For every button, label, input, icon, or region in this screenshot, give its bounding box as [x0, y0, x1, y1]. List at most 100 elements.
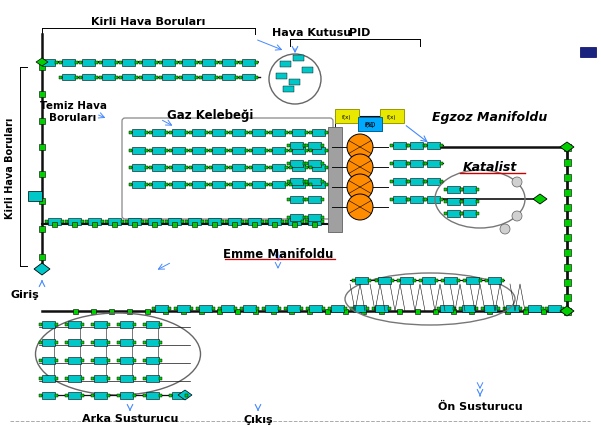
Bar: [222, 75, 235, 81]
Bar: [115, 62, 118, 65]
Bar: [305, 181, 308, 184]
Bar: [303, 216, 306, 219]
Bar: [39, 65, 45, 71]
Bar: [276, 74, 287, 80]
Bar: [252, 148, 265, 155]
Bar: [423, 199, 426, 201]
Bar: [309, 184, 312, 187]
Bar: [169, 150, 172, 153]
Bar: [308, 143, 321, 150]
Bar: [146, 321, 159, 328]
Bar: [189, 184, 192, 187]
Bar: [55, 323, 58, 326]
Bar: [192, 148, 205, 155]
Bar: [406, 199, 409, 201]
Bar: [55, 359, 58, 362]
Bar: [463, 210, 476, 218]
Bar: [325, 167, 328, 170]
Bar: [132, 181, 145, 189]
Bar: [272, 164, 285, 172]
Bar: [209, 167, 212, 170]
Bar: [68, 339, 81, 346]
Bar: [375, 305, 388, 312]
Bar: [245, 132, 248, 135]
Bar: [564, 219, 570, 226]
Bar: [159, 76, 162, 79]
Bar: [215, 76, 218, 79]
Bar: [216, 309, 222, 314]
Bar: [305, 221, 308, 224]
Bar: [288, 219, 301, 225]
Bar: [169, 167, 172, 170]
Bar: [241, 221, 244, 224]
Bar: [325, 150, 328, 153]
Bar: [39, 199, 45, 204]
Bar: [484, 305, 497, 312]
Bar: [423, 163, 426, 166]
Bar: [305, 132, 308, 135]
Bar: [269, 167, 272, 170]
Bar: [453, 307, 456, 310]
Text: Katalist: Katalist: [463, 161, 517, 174]
Text: Kirli Hava Boruları: Kirli Hava Boruları: [5, 117, 15, 218]
Circle shape: [347, 195, 373, 221]
Bar: [322, 307, 325, 310]
Bar: [55, 377, 58, 380]
Bar: [406, 163, 409, 166]
Bar: [232, 164, 245, 172]
Bar: [82, 60, 95, 67]
Bar: [188, 219, 201, 225]
Bar: [102, 75, 115, 81]
Bar: [519, 307, 522, 310]
Bar: [292, 164, 305, 172]
Bar: [161, 221, 164, 224]
Bar: [265, 167, 268, 170]
Bar: [272, 130, 285, 137]
Bar: [331, 305, 344, 312]
Bar: [466, 277, 479, 284]
Bar: [301, 221, 304, 224]
Bar: [229, 184, 232, 187]
Bar: [198, 309, 204, 314]
Bar: [225, 150, 228, 153]
Bar: [152, 181, 165, 189]
Bar: [162, 60, 175, 67]
Bar: [39, 227, 45, 233]
Bar: [139, 62, 142, 65]
Bar: [460, 201, 463, 204]
Bar: [321, 221, 324, 224]
Bar: [149, 184, 152, 187]
Bar: [564, 249, 570, 256]
Bar: [234, 309, 240, 314]
Bar: [171, 222, 177, 227]
Bar: [61, 221, 64, 224]
Bar: [358, 118, 382, 132]
Bar: [413, 279, 416, 282]
Bar: [335, 110, 359, 124]
Bar: [212, 164, 225, 172]
Bar: [265, 184, 268, 187]
Bar: [424, 181, 427, 184]
Bar: [307, 309, 311, 314]
Bar: [144, 309, 150, 314]
Bar: [42, 339, 55, 346]
Text: f(x): f(x): [342, 114, 352, 119]
Bar: [287, 145, 290, 148]
Bar: [393, 161, 406, 167]
Bar: [195, 76, 198, 79]
Bar: [39, 377, 42, 380]
Bar: [308, 161, 321, 167]
Bar: [283, 87, 294, 93]
Bar: [107, 377, 110, 380]
Bar: [419, 279, 422, 282]
Bar: [105, 221, 108, 224]
Bar: [141, 221, 144, 224]
Bar: [145, 184, 148, 187]
Bar: [444, 201, 447, 204]
Bar: [205, 221, 208, 224]
Bar: [119, 62, 122, 65]
Bar: [79, 76, 82, 79]
Bar: [235, 62, 238, 65]
Bar: [289, 184, 292, 187]
Bar: [94, 375, 107, 382]
